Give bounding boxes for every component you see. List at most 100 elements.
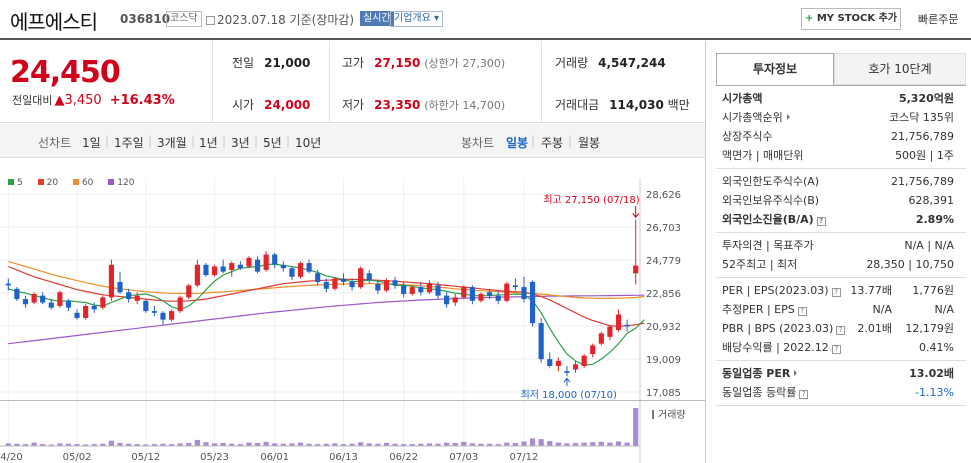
info-value: N/A [934, 303, 954, 316]
x-tick-label: 06/13 [329, 452, 358, 463]
info-value: 5,320억원 [898, 92, 954, 105]
candle-body [590, 345, 596, 354]
high-label: 고가 [342, 56, 365, 70]
volume-bar [229, 443, 235, 446]
info-row: 외국인보유주식수(B) 628,391 [716, 191, 966, 210]
candle-body [555, 360, 561, 367]
info-group: PER | EPS(2023.03)? 13.77배 1,776원 추정PER | E… [716, 278, 966, 361]
volume-bar [203, 442, 209, 446]
help-icon[interactable]: ? [836, 326, 846, 335]
volume-bar [65, 443, 72, 446]
candle-body [383, 280, 390, 291]
open-value: 24,000 [264, 98, 311, 112]
period-1w[interactable]: 1주일 [114, 136, 144, 150]
quick-order-button[interactable]: 빠른주문 [918, 13, 959, 26]
volume-bar [340, 444, 347, 446]
expand-arrow-icon[interactable] [794, 370, 798, 376]
volume-bar [117, 442, 123, 446]
candle-body [151, 311, 157, 313]
company-overview-dropdown[interactable]: 기업개요 ▾ [390, 11, 444, 27]
candle-body [229, 263, 235, 270]
candle-weekly[interactable]: 주봉 [541, 136, 564, 150]
volume-bar [151, 444, 157, 446]
candle-body [203, 264, 209, 276]
change-label: 전일대비 [12, 94, 53, 107]
info-key-text: 외국인보유주식수(B) [722, 194, 820, 207]
prev-value: 21,000 [264, 56, 311, 70]
period-10y[interactable]: 10년 [295, 136, 322, 150]
tab-orderbook[interactable]: 호가 10단계 [834, 53, 966, 85]
info-key: 상장주식수 [722, 127, 773, 146]
help-icon[interactable]: ? [831, 288, 841, 297]
info-key-text: 동일업종 PER [722, 367, 791, 380]
realtime-button[interactable]: 실시간 [360, 11, 394, 26]
volume-bar [461, 441, 467, 446]
current-price: 24,450 [10, 55, 121, 90]
candle-body [487, 292, 493, 296]
volume-bar [323, 443, 329, 446]
x-tick-label: 05/12 [131, 452, 160, 463]
candle-body [194, 264, 200, 286]
help-icon[interactable]: ? [799, 390, 809, 399]
info-key: 동일업종 등락률? [722, 383, 809, 402]
volume-bar [237, 444, 243, 446]
info-key-text: 동일업종 등락률 [722, 386, 797, 399]
volume-bar [22, 444, 29, 446]
candle-body [495, 295, 501, 301]
volume-bar [40, 444, 46, 446]
candle-body [65, 300, 72, 308]
candle-daily[interactable]: 일봉 [506, 136, 529, 150]
candle-body [143, 300, 149, 312]
legend-swatch [37, 179, 44, 185]
period-1y[interactable]: 1년 [199, 136, 218, 150]
candle-body [435, 285, 441, 296]
candle-monthly[interactable]: 월봉 [578, 136, 601, 150]
my-stock-add-button[interactable]: + MY STOCK 추가 [801, 8, 901, 30]
candle-body [512, 285, 518, 288]
ma-legend: 5 20 60 120 [8, 178, 146, 188]
prev-close: 전일 21,000 [232, 54, 310, 71]
separator: | [148, 134, 153, 148]
period-3y[interactable]: 3년 [231, 136, 250, 150]
info-key-text: 투자의견 | 목표주가 [722, 239, 814, 252]
info-value: 2.89% [915, 213, 954, 226]
candle-body [40, 295, 46, 303]
price-change: 전일대비 ▲3,450 +16.43% [12, 92, 175, 108]
tab-investment-info[interactable]: 투자정보 [716, 53, 834, 85]
volume-bar [538, 439, 544, 446]
info-row: PBR | BPS (2023.03)? 2.01배 12,179원 [716, 319, 966, 338]
candle-body [332, 278, 338, 289]
info-group: 투자의견 | 목표주가 N/A | N/A 52주최고 | 최저 28,350 | 1… [716, 233, 966, 278]
info-key: 투자의견 | 목표주가 [722, 236, 814, 255]
candle-body [366, 273, 372, 281]
ma120-line [8, 294, 645, 345]
help-icon[interactable]: ? [831, 345, 841, 354]
legend-ma20: 20 [37, 178, 64, 188]
period-3m[interactable]: 3개월 [157, 136, 187, 150]
prev-label: 전일 [232, 56, 255, 70]
volume-bar [177, 443, 183, 446]
y-tick-label: 19,009 [646, 355, 681, 366]
volume-bar [624, 442, 630, 446]
volume-bar [194, 439, 200, 446]
info-key-text: 시가총액 [722, 92, 763, 105]
volume-bar [169, 444, 175, 446]
info-key-text: 시가총액순위 [722, 111, 783, 124]
ma5-line [8, 263, 645, 366]
market-badge: 코스닥 [166, 11, 202, 27]
help-icon[interactable]: ? [816, 217, 826, 226]
candle-body [246, 257, 252, 267]
volume-label: 거래량 [658, 409, 686, 421]
expand-arrow-icon[interactable] [786, 114, 790, 120]
candle-body [581, 355, 587, 367]
help-icon[interactable]: ? [797, 307, 807, 316]
info-key-text: 액면가 | 매매단위 [722, 149, 804, 162]
period-1d[interactable]: 1일 [82, 136, 101, 150]
info-key: 외국인보유주식수(B) [722, 191, 819, 210]
period-5y[interactable]: 5년 [263, 136, 282, 150]
volume-bar [487, 443, 493, 446]
low-price: 저가 23,350 (하한가 14,700) [342, 96, 505, 113]
volume-bar [598, 441, 604, 446]
candle-body [14, 288, 20, 300]
volume-bar [160, 443, 166, 446]
